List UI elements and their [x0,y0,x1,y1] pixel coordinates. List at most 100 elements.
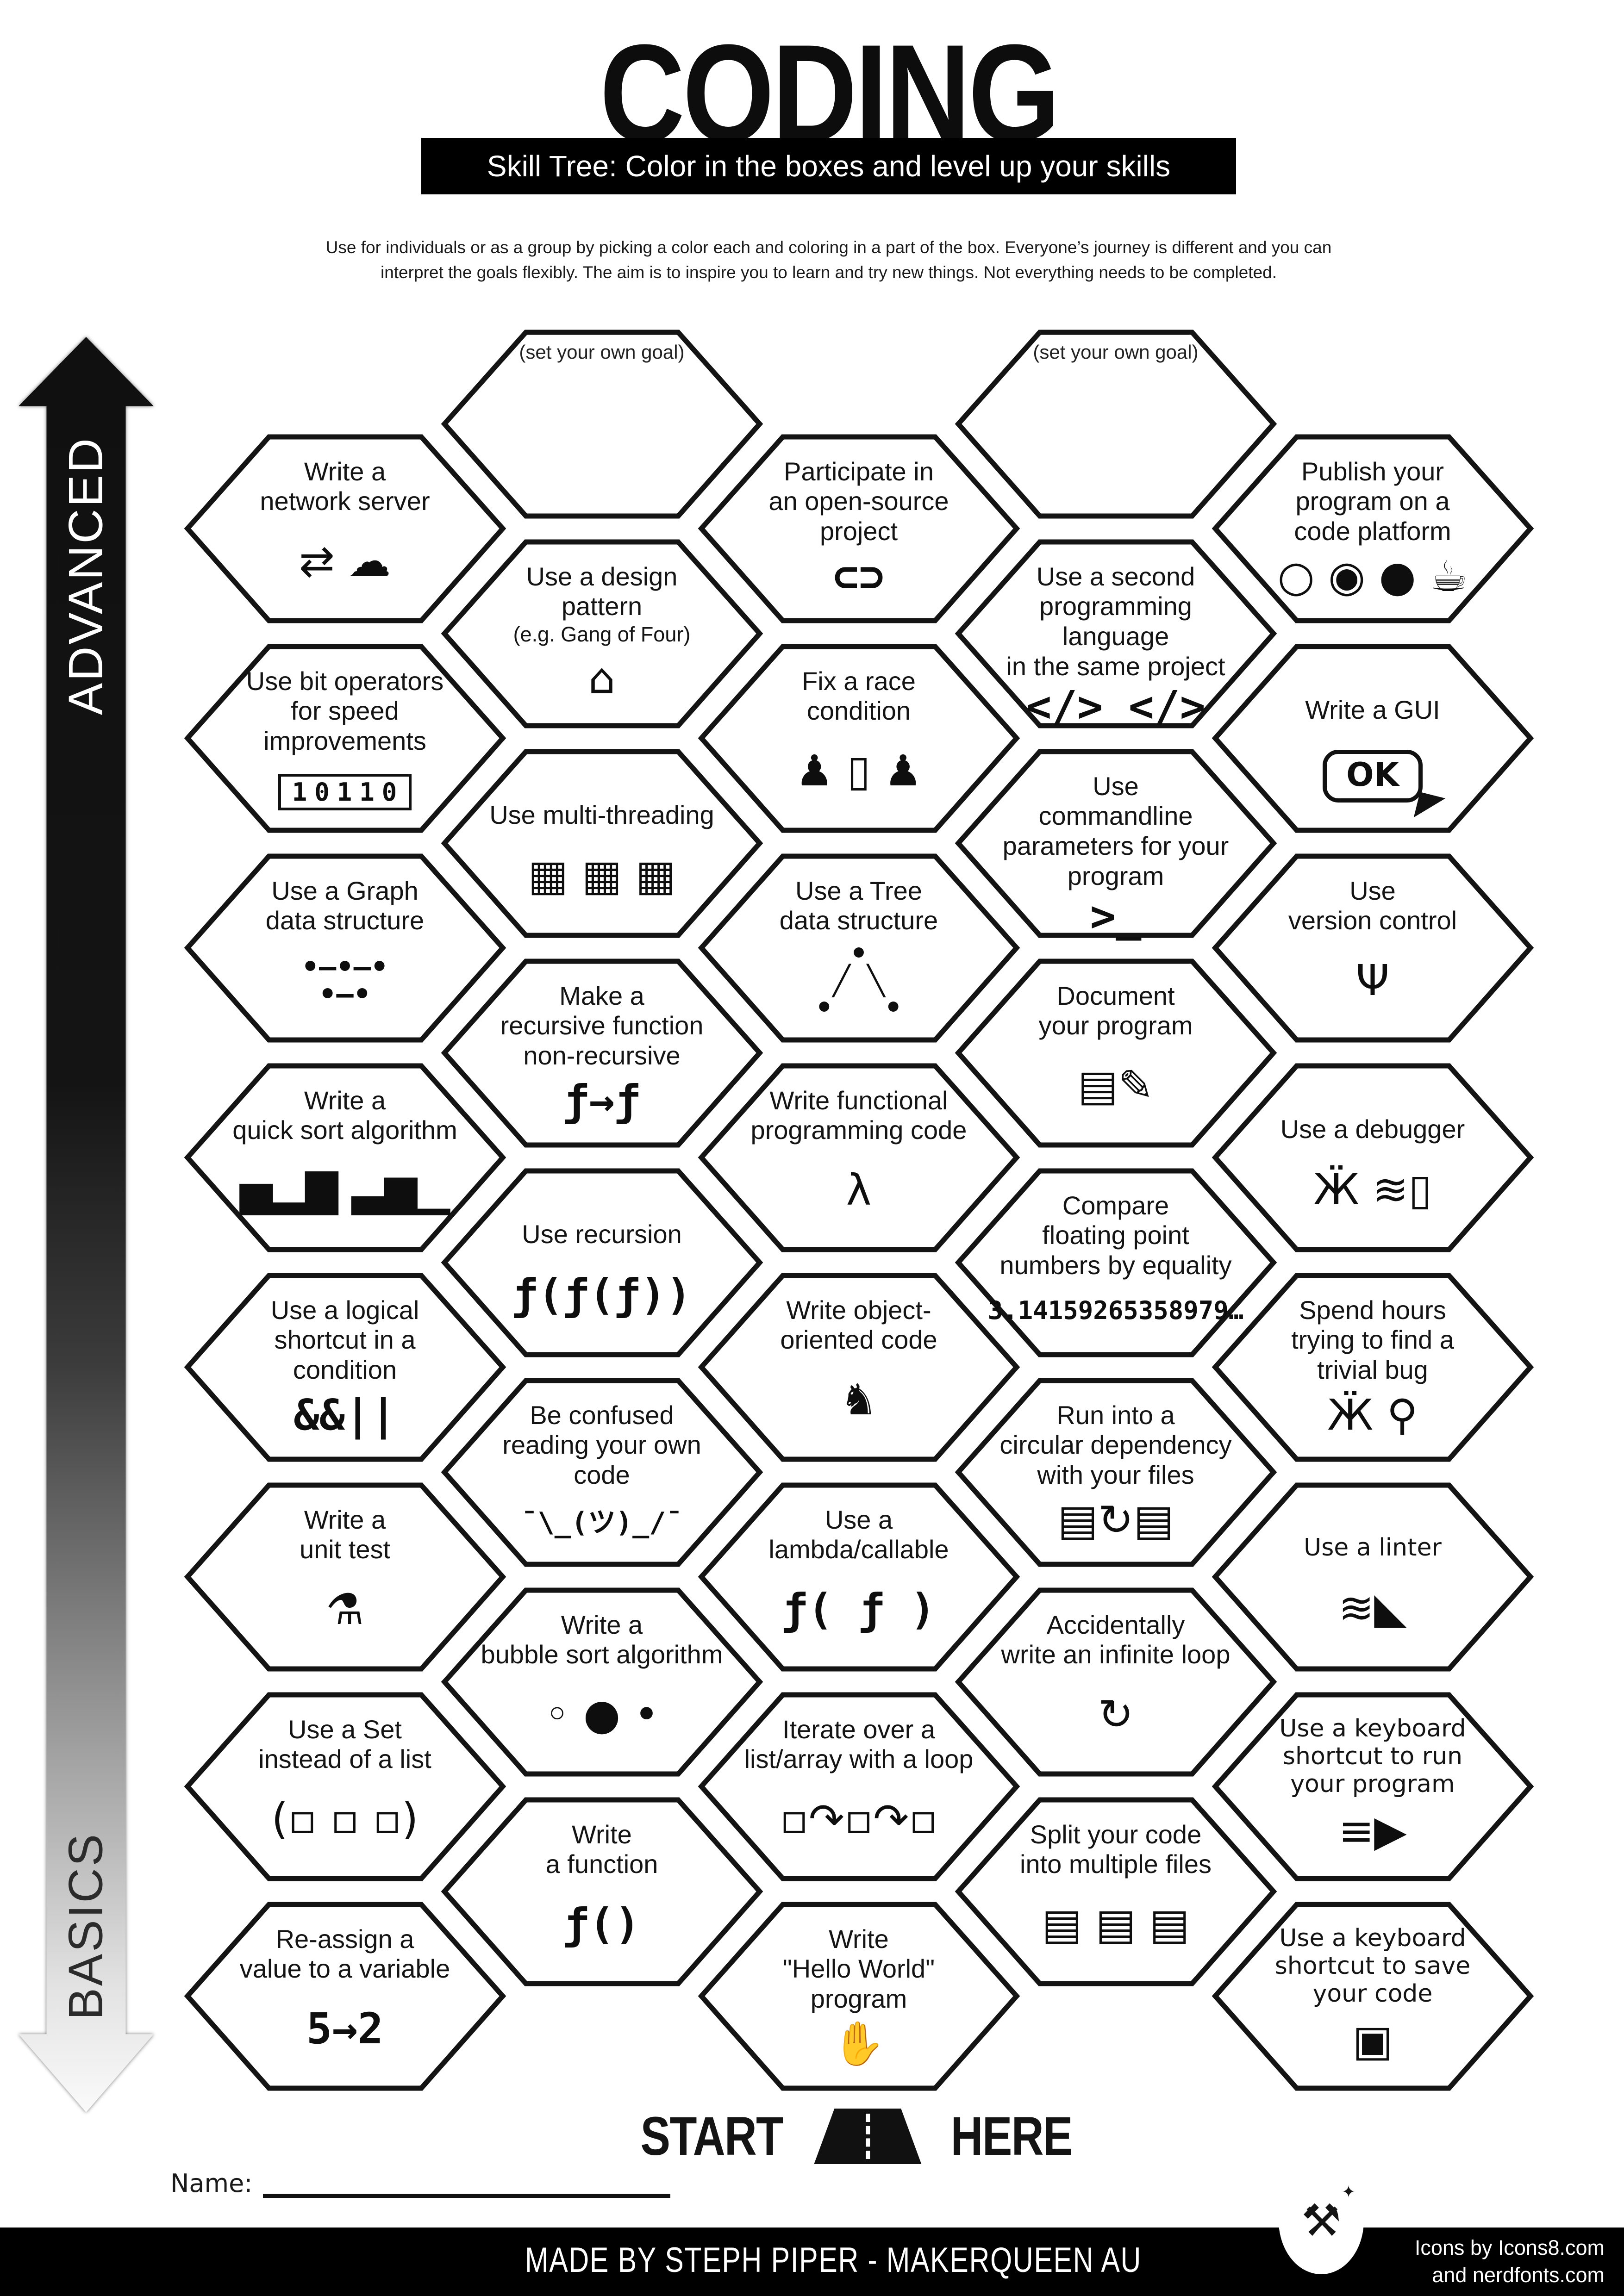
bubbles-icon: ◦ ● • [544,1690,659,1740]
reassign-value-icon: 5→2 [306,2004,384,2054]
hexagon-outline [184,853,506,1042]
hex-cell-bubble-sort[interactable]: Write a bubble sort algorithm ◦ ● • [441,1586,763,1778]
hex-cell-goal-2[interactable]: (set your own goal) [955,328,1277,520]
hex-cell-design-pattern[interactable]: Use a design pattern (e.g. Gang of Four) ⌂ [441,538,763,730]
bar-chart-icon: ▅▂▇ ▃▆▁ [240,1165,450,1215]
hex-cell-object-oriented[interactable]: Write object- oriented code ♞ [698,1271,1020,1463]
hex-content: Use bit operators for speed improvements… [218,646,473,828]
hex-cell-tree-structure[interactable]: Use a Tree data structure • ╱ ╲ • • [698,852,1020,1044]
hex-label: Use bit operators for speed improvements [246,666,444,756]
hex-cell-functional-code[interactable]: Write functional programming code λ [698,1062,1020,1254]
hex-cell-shortcut-save[interactable]: Use a keyboard shortcut to save your cod… [1212,1900,1534,2092]
hex-cell-use-linter[interactable]: Use a linter ≋◣ [1212,1481,1534,1673]
hex-cell-second-language[interactable]: Use a second programming language in the… [955,538,1277,731]
function-icon: ƒ() [563,1899,641,1949]
hex-cell-recursive-to-nonrecursive[interactable]: Make a recursive function non-recursive ƒ… [441,957,763,1149]
hex-cell-unit-test[interactable]: Write a unit test ⚗ [184,1481,506,1673]
hex-content: Use a debugger Ӝ ≋▯ [1245,1065,1500,1247]
hexagon-outline [955,1797,1277,1986]
hexagon-outline [184,1692,506,1881]
hex-cell-hello-world[interactable]: Write "Hello World" program ✋ [698,1900,1020,2092]
hex-cell-open-source-project[interactable]: Participate in an open-source project ⊂⊃ [698,433,1020,625]
hex-cell-multi-threading[interactable]: Use multi-threading ▦ ▦ ▦ [441,747,763,940]
name-row: Name: [170,2169,670,2198]
hexagon-outline [955,1587,1277,1776]
hexagon-outline [955,749,1277,938]
hex-cell-shortcut-run[interactable]: Use a keyboard shortcut to run your prog… [1212,1691,1534,1883]
hex-label: Accidentally write an infinite loop [1001,1610,1230,1669]
hex-cell-use-set[interactable]: Use a Set instead of a list (▫ ▫ ▫) [184,1691,506,1883]
infinite-loop-icon: ↻ [1098,1690,1134,1740]
icons-credit-line-2: and nerdfonts.com [1432,2263,1605,2287]
handshake-icon: ⊂⊃ [833,551,885,601]
hex-label: Use a keyboard shortcut to run your prog… [1279,1714,1466,1798]
icons-credit: Icons by Icons8.com and nerdfonts.com [1415,2234,1605,2289]
hex-cell-floating-point-equality[interactable]: Compare floating point numbers by equali… [955,1167,1277,1359]
hex-cell-write-function[interactable]: Write a function ƒ() [441,1796,763,1988]
hex-label: Use a Graph data structure [265,876,425,935]
hex-label: Write a bubble sort algorithm [481,1610,723,1669]
hexagon-outline [1212,853,1534,1042]
hex-label: Make a recursive function non-recursive [500,981,704,1070]
hex-content: Accidentally write an infinite loop ↻ [988,1590,1243,1772]
hex-cell-commandline-params[interactable]: Use commandline parameters for your prog… [955,747,1277,941]
hex-cell-logical-shortcut[interactable]: Use a logical shortcut in a condition &&|… [184,1271,506,1463]
hex-cell-goal-1[interactable]: (set your own goal) [441,328,763,520]
pi-digits-icon: 3.14159265358979… [987,1295,1244,1325]
nested-function-icon: ƒ(ƒ(ƒ)) [512,1269,692,1319]
lambda-call-icon: ƒ( ƒ ) [781,1585,936,1635]
hex-cell-write-network-server[interactable]: Write a network server ⇄ ☁ [184,433,506,625]
hex-label: Use a design pattern [526,561,678,621]
start-here: START HERE [625,2105,1085,2168]
hex-content: Fix a race condition ♟ ▯ ♟ [731,646,987,828]
hex-content: Write functional programming code λ [731,1065,987,1247]
hex-cell-confused-own-code[interactable]: Be confused reading your own code ¯\_(ツ)_… [441,1376,763,1568]
plug-cloud-icon: ⇄ ☁ [299,536,391,586]
hexagon-outline [1212,1692,1534,1881]
hexagon-outline [698,644,1020,833]
hex-cell-circular-dependency[interactable]: Run into a circular dependency with your… [955,1376,1277,1568]
floppy-disk-icon: ▣ [1352,2016,1393,2066]
circular-files-icon: ▤↻▤ [1057,1495,1174,1545]
hex-cell-use-recursion[interactable]: Use recursion ƒ(ƒ(ƒ)) [441,1167,763,1359]
hex-cell-split-files[interactable]: Split your code into multiple files ▤ ▤ ▤ [955,1796,1277,1988]
hex-label: Use recursion [522,1219,682,1249]
hex-label: Publish your program on a code platform [1294,456,1451,546]
skill-axis: ADVANCED BASICS [19,337,154,2112]
hex-cell-trivial-bug[interactable]: Spend hours trying to find a trivial bug… [1212,1271,1534,1463]
bug-magnifier-icon: Ӝ ⚲ [1327,1390,1418,1440]
hexagon-outline [441,1378,763,1567]
name-input-line[interactable] [262,2169,670,2198]
hex-cell-publish-code-platform[interactable]: Publish your program on a code platform ○… [1212,433,1534,625]
footer-credit: MADE BY STEPH PIPER - MAKERQUEEN AU [448,2240,1219,2280]
hex-label: Compare floating point numbers by equali… [999,1190,1232,1280]
hex-cell-use-debugger[interactable]: Use a debugger Ӝ ≋▯ [1212,1062,1534,1254]
hexagon-outline [698,1482,1020,1671]
hexagon-outline [1212,644,1534,833]
hex-cell-lambda-callable[interactable]: Use a lambda/callable ƒ( ƒ ) [698,1481,1020,1673]
hex-cell-race-condition[interactable]: Fix a race condition ♟ ▯ ♟ [698,642,1020,834]
hex-content: Write a network server ⇄ ☁ [218,436,473,618]
hex-label: Write a network server [260,456,430,516]
subtitle-banner: Skill Tree: Color in the boxes and level… [421,138,1236,194]
description-line-2: interpret the goals flexibly. The aim is… [380,262,1277,282]
hex-cell-write-gui[interactable]: Write a GUI OK [1212,642,1534,834]
hexagon-outline [698,1692,1020,1881]
hex-cell-infinite-loop[interactable]: Accidentally write an infinite loop ↻ [955,1586,1277,1778]
hex-label: Use commandline parameters for your prog… [1002,771,1229,891]
cpu-chips-icon: ▦ ▦ ▦ [528,850,676,900]
hex-cell-quick-sort[interactable]: Write a quick sort algorithm ▅▂▇ ▃▆▁ [184,1062,506,1254]
hexagon-outline [441,749,763,938]
hex-cell-version-control[interactable]: Use version control Ψ [1212,852,1534,1044]
git-branch-icon: Ψ [1355,956,1390,1006]
multiple-files-icon: ▤ ▤ ▤ [1042,1899,1190,1949]
hex-cell-document-program[interactable]: Document your program ▤✎ [955,957,1277,1149]
two-languages-icon: </> </> [1026,682,1206,732]
hex-cell-graph-structure[interactable]: Use a Graph data structure •–•–• •–• [184,852,506,1044]
hex-content: Re-assign a value to a variable 5→2 [218,1904,473,2086]
hex-cell-reassign-variable[interactable]: Re-assign a value to a variable 5→2 [184,1900,506,2092]
hex-cell-iterate-loop[interactable]: Iterate over a list/array with a loop ▫↷▫… [698,1691,1020,1883]
hex-label: Use a Tree data structure [779,876,938,935]
hex-label: (set your own goal) [1033,341,1199,363]
hex-cell-bit-operators[interactable]: Use bit operators for speed improvements… [184,642,506,834]
